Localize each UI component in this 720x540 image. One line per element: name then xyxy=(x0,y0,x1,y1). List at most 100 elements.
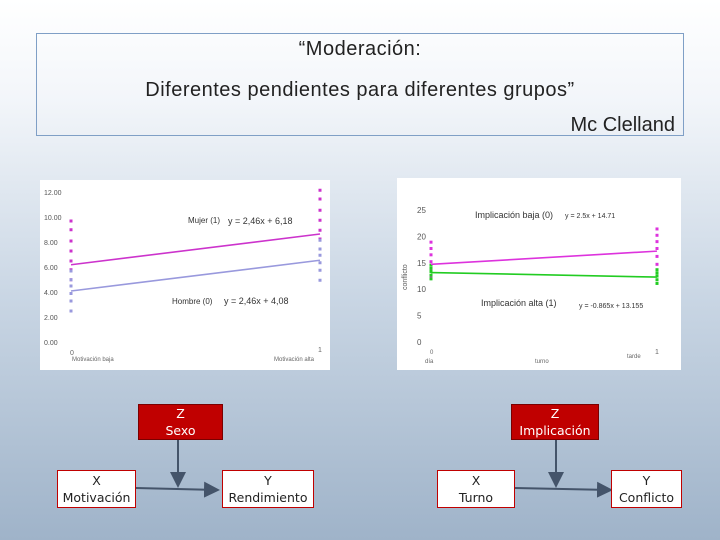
y-tick-label: 15 xyxy=(417,259,426,268)
data-point xyxy=(318,228,322,232)
title-line-1: “Moderación: xyxy=(298,38,422,60)
data-point xyxy=(429,269,433,273)
data-point xyxy=(429,246,433,250)
y-box-rendimiento: Y Rendimiento xyxy=(222,470,314,508)
x-category-tarde: tarde xyxy=(627,354,641,360)
series-label-hombre: Hombre (0) xyxy=(172,297,213,306)
data-point xyxy=(655,281,659,285)
data-point xyxy=(69,284,73,288)
data-point xyxy=(318,197,322,201)
series-equation-implicacion-baja: y = 2.5x + 14.71 xyxy=(565,213,615,220)
x-box-motivacion: X Motivación xyxy=(57,470,136,508)
title-box: “Moderación: Diferentes pendientes para … xyxy=(36,33,684,136)
y-name: Rendimiento xyxy=(228,490,308,505)
series-equation-mujer: y = 2,46x + 6,18 xyxy=(228,216,293,226)
data-point xyxy=(318,208,322,212)
chart-left-panel: 0.00 2.00 4.00 6.00 8.00 10.00 12.00 Mujer (1)… xyxy=(40,180,330,370)
moderator-name: Sexo xyxy=(165,423,196,438)
moderator-box-sexo: Z Sexo xyxy=(138,404,223,440)
data-point xyxy=(69,259,73,263)
data-point xyxy=(655,254,659,258)
moderator-label: Z xyxy=(176,406,185,421)
y-label: Y xyxy=(264,473,272,488)
data-point xyxy=(655,227,659,231)
y-tick-label: 8.00 xyxy=(44,240,58,247)
title-author: Mc Clelland xyxy=(570,114,675,136)
x-label: X xyxy=(92,473,101,488)
data-point xyxy=(655,240,659,244)
x-tick-0: 0 xyxy=(430,350,434,356)
data-point xyxy=(655,278,659,282)
regression-line-0 xyxy=(430,250,658,266)
data-point xyxy=(429,260,433,264)
x-category-dia: día xyxy=(425,359,434,365)
moderator-name: Implicación xyxy=(519,423,591,438)
data-point xyxy=(655,262,659,266)
y-tick-label: 10.00 xyxy=(44,215,62,222)
x-tick-1: 1 xyxy=(318,347,322,354)
x-category-low: Motivación baja xyxy=(72,357,114,363)
x-label: X xyxy=(471,473,481,488)
regression-line-1 xyxy=(430,271,658,278)
y-name: Conflicto xyxy=(618,490,675,505)
data-point xyxy=(69,299,73,303)
x-name: Motivación xyxy=(62,490,131,505)
data-point xyxy=(655,233,659,237)
y-tick-label: 2.00 xyxy=(44,315,58,322)
regression-line-1 xyxy=(70,259,321,292)
series-label-mujer: Mujer (1) xyxy=(188,216,220,225)
data-point xyxy=(655,246,659,250)
data-point xyxy=(429,253,433,257)
series-equation-hombre: y = 2,46x + 4,08 xyxy=(224,296,289,306)
chart-right-panel: 0 5 10 15 20 25 conflicto Implicación baja (0… xyxy=(397,178,681,370)
data-point xyxy=(69,219,73,223)
data-point xyxy=(655,271,659,275)
y-tick-label: 4.00 xyxy=(44,290,58,297)
data-point xyxy=(318,278,322,282)
y-tick-label: 0 xyxy=(417,338,422,347)
data-point xyxy=(318,247,322,251)
y-tick-label: 12.00 xyxy=(44,190,62,197)
x-box-turno: X Turno xyxy=(437,470,515,508)
y-tick-label: 10 xyxy=(417,285,426,294)
data-point xyxy=(318,261,322,265)
data-point xyxy=(69,292,73,295)
data-point xyxy=(69,309,73,313)
data-point xyxy=(69,278,73,282)
series-label-implicacion-alta: Implicación alta (1) xyxy=(481,298,557,308)
data-point xyxy=(318,188,322,192)
y-axis-label: conflicto xyxy=(402,264,409,290)
y-tick-label: 20 xyxy=(417,232,426,241)
y-tick-label: 5 xyxy=(417,312,422,321)
data-point xyxy=(69,239,73,243)
data-point xyxy=(655,268,659,272)
arrow-x-to-y-right xyxy=(514,481,613,498)
moderator-label: Z xyxy=(550,406,560,421)
data-point xyxy=(429,263,433,267)
data-point xyxy=(318,218,322,222)
data-point xyxy=(429,240,433,244)
data-point xyxy=(318,268,322,272)
data-point xyxy=(69,249,73,253)
regression-line-0 xyxy=(70,233,321,266)
x-tick-0: 0 xyxy=(70,350,74,357)
y-box-conflicto: Y Conflicto xyxy=(611,470,682,508)
arrow-x-to-y-left xyxy=(135,481,220,498)
data-point xyxy=(655,274,659,278)
data-point xyxy=(429,273,433,277)
data-point xyxy=(429,266,433,270)
x-category-turno: turno xyxy=(535,359,549,365)
data-point xyxy=(318,238,322,242)
series-equation-implicacion-alta: y = -0.865x + 13.155 xyxy=(579,303,643,310)
y-tick-label: 25 xyxy=(417,206,426,215)
data-point xyxy=(318,253,322,257)
moderator-box-implicacion: Z Implicación xyxy=(511,404,599,440)
chart-left-svg: 0.00 2.00 4.00 6.00 8.00 10.00 12.00 Mujer (1)… xyxy=(44,188,322,363)
data-point xyxy=(69,228,73,232)
data-point xyxy=(429,277,433,281)
y-tick-label: 0.00 xyxy=(44,340,58,347)
y-label: Y xyxy=(642,473,651,488)
x-name: Turno xyxy=(458,490,494,505)
x-tick-1: 1 xyxy=(655,349,659,356)
